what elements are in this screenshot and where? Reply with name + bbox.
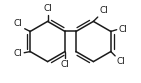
Text: Cl: Cl <box>119 25 128 34</box>
Text: Cl: Cl <box>14 19 23 28</box>
Text: Cl: Cl <box>13 49 22 58</box>
Text: Cl: Cl <box>61 60 70 69</box>
Text: Cl: Cl <box>117 57 126 66</box>
Text: Cl: Cl <box>43 4 52 13</box>
Text: Cl: Cl <box>99 6 108 15</box>
